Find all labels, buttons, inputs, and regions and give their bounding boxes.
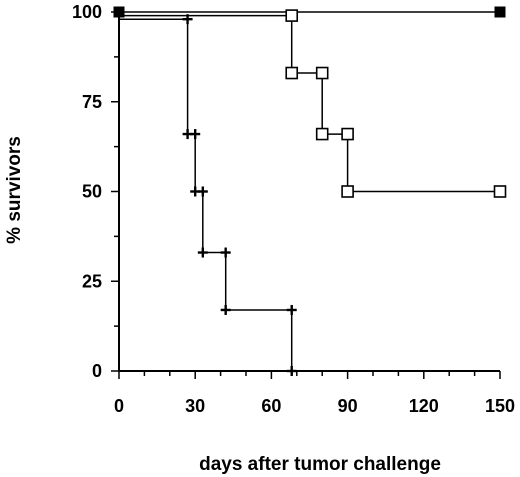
- plus-marker: [182, 14, 193, 25]
- open-square-marker: [285, 9, 299, 22]
- open-square-marker: [341, 127, 354, 141]
- open-square-marker: [493, 185, 507, 198]
- filled-square-marker: [113, 6, 125, 18]
- plus-marker: [197, 247, 208, 258]
- open-square-marker: [341, 185, 354, 198]
- open-square-marker: [315, 66, 329, 80]
- y-tick-label: 25: [82, 271, 102, 291]
- y-tick-label: 50: [82, 182, 102, 202]
- x-tick-label: 90: [338, 396, 358, 416]
- y-axis-label: % survivors: [4, 136, 25, 244]
- x-tick-label: 150: [485, 396, 515, 416]
- plus-marker: [286, 366, 297, 376]
- plus-marker: [220, 247, 231, 258]
- series-line-3: [119, 18, 293, 371]
- markers-group: [113, 6, 507, 376]
- plus-marker: [220, 304, 231, 315]
- axes: 0 30 60 90 120 150 0 25 50 75 100: [72, 2, 515, 416]
- x-axis-label: days after tumor challenge: [199, 454, 441, 475]
- plus-marker: [197, 186, 208, 197]
- y-tick-label: 75: [82, 92, 102, 112]
- x-tick-label: 120: [409, 396, 439, 416]
- x-tick-label: 0: [114, 396, 124, 416]
- filled-square-marker: [494, 6, 506, 18]
- open-square-marker: [285, 66, 299, 80]
- series-line-2: [119, 14, 500, 193]
- open-square-marker: [315, 127, 329, 141]
- x-tick-label: 30: [185, 396, 205, 416]
- plus-marker: [286, 304, 297, 315]
- series-group: [119, 11, 500, 371]
- y-tick-label: 100: [72, 2, 102, 22]
- x-tick-label: 60: [261, 396, 281, 416]
- y-tick-label: 0: [92, 361, 102, 381]
- plus-marker: [190, 129, 201, 140]
